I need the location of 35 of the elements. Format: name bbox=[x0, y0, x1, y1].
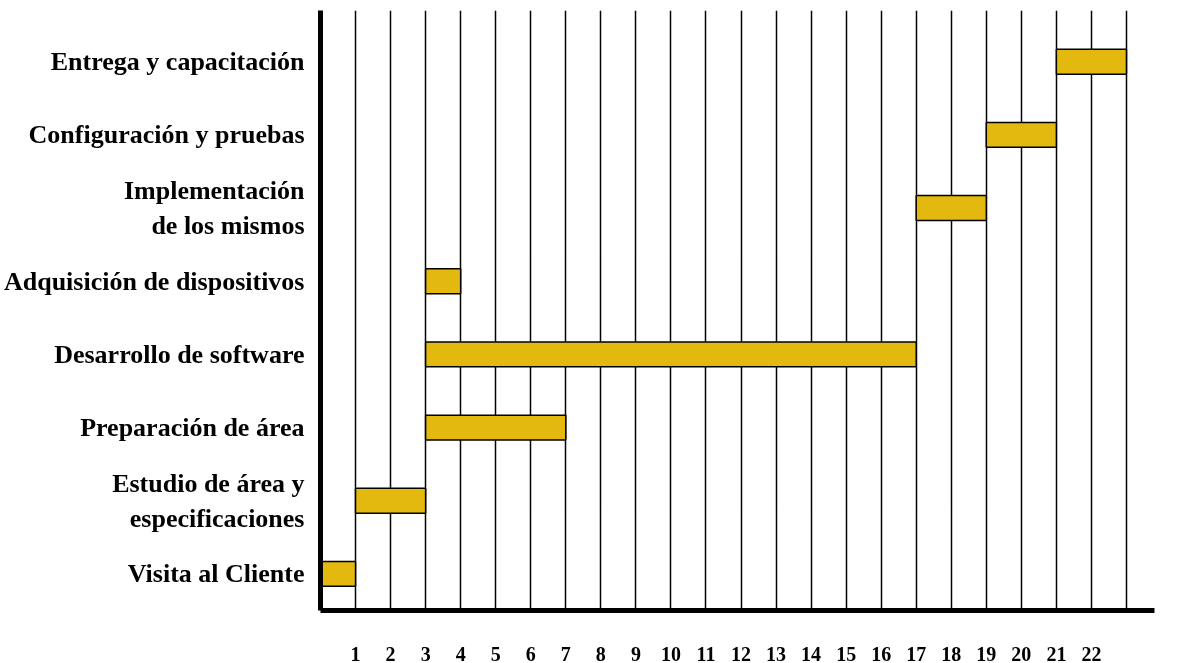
x-tick-label: 1 bbox=[350, 642, 361, 663]
bar bbox=[424, 268, 462, 295]
y-tick-label: Configuración y pruebas bbox=[28, 120, 305, 150]
x-tick-label: 2 bbox=[385, 642, 396, 663]
x-tick-label: 12 bbox=[731, 642, 751, 663]
x-tick-label: 14 bbox=[801, 642, 822, 663]
y-tick-label: Visita al Cliente bbox=[127, 559, 305, 589]
x-tick-label: 5 bbox=[490, 642, 501, 663]
x-tick-label: 16 bbox=[871, 642, 892, 663]
y-tick-label: Estudio de área y especificaciones bbox=[112, 468, 305, 533]
y-tick-label: Implementación de los mismos bbox=[123, 176, 306, 240]
bar bbox=[424, 414, 567, 441]
x-tick-label: 9 bbox=[630, 642, 641, 663]
bar bbox=[424, 341, 917, 368]
x-tick-label: 6 bbox=[525, 642, 536, 663]
x-tick-label: 11 bbox=[696, 642, 716, 663]
x-tick-label: 21 bbox=[1046, 642, 1067, 663]
x-tick-label: 15 bbox=[836, 642, 857, 663]
x-tick-label: 18 bbox=[941, 642, 962, 663]
y-tick-label: Preparación de área bbox=[80, 413, 305, 443]
y-tick-label: Adquisición de dispositivos bbox=[3, 266, 305, 296]
x-tick-label: 22 bbox=[1081, 642, 1102, 663]
x-tick-label: 10 bbox=[660, 642, 681, 663]
y-tick-label: Entrega y capacitación bbox=[50, 47, 306, 77]
x-tick-label: 17 bbox=[906, 642, 927, 663]
x-tick-label: 4 bbox=[455, 642, 466, 663]
bar bbox=[985, 121, 1058, 149]
x-tick-label: 13 bbox=[766, 642, 787, 663]
x-tick-label: 3 bbox=[420, 642, 431, 663]
x-tick-label: 19 bbox=[976, 642, 997, 663]
y-tick-label: Desarrollo de software bbox=[54, 339, 305, 369]
x-tick-label: 20 bbox=[1011, 642, 1032, 663]
x-tick-label: 7 bbox=[560, 642, 571, 663]
bar bbox=[915, 194, 988, 222]
x-tick-label: 8 bbox=[595, 642, 606, 663]
